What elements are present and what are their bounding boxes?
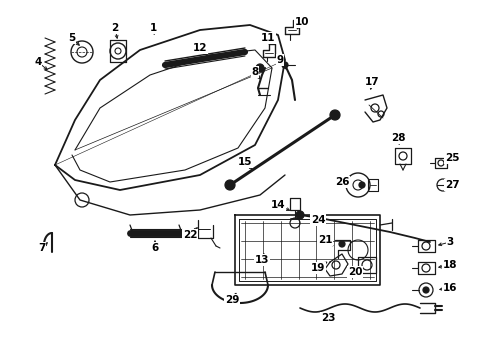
Text: 14: 14 xyxy=(270,200,285,210)
Text: 13: 13 xyxy=(254,255,269,265)
Text: 29: 29 xyxy=(224,295,239,305)
Text: 12: 12 xyxy=(192,43,207,53)
Text: 15: 15 xyxy=(237,157,252,167)
Circle shape xyxy=(329,110,339,120)
Text: 8: 8 xyxy=(251,67,258,77)
Text: 19: 19 xyxy=(310,263,325,273)
Circle shape xyxy=(358,182,364,188)
Circle shape xyxy=(295,211,304,219)
Text: 20: 20 xyxy=(347,267,362,277)
Text: 18: 18 xyxy=(442,260,456,270)
Text: 26: 26 xyxy=(334,177,348,187)
Text: 23: 23 xyxy=(320,313,335,323)
Text: 3: 3 xyxy=(446,237,453,247)
Text: 28: 28 xyxy=(390,133,405,143)
Text: 16: 16 xyxy=(442,283,456,293)
Circle shape xyxy=(338,241,345,247)
Text: 7: 7 xyxy=(38,243,45,253)
Text: 25: 25 xyxy=(444,153,458,163)
Text: 10: 10 xyxy=(294,17,308,27)
Text: 17: 17 xyxy=(364,77,379,87)
Text: 9: 9 xyxy=(276,55,283,65)
Text: 6: 6 xyxy=(151,243,158,253)
Text: 27: 27 xyxy=(444,180,458,190)
Circle shape xyxy=(256,64,264,72)
Text: 1: 1 xyxy=(149,23,156,33)
Text: 22: 22 xyxy=(183,230,197,240)
Text: 11: 11 xyxy=(260,33,275,43)
Circle shape xyxy=(422,287,428,293)
Text: 21: 21 xyxy=(317,235,331,245)
Text: 5: 5 xyxy=(68,33,76,43)
Text: 2: 2 xyxy=(111,23,119,33)
Circle shape xyxy=(224,180,235,190)
Text: 4: 4 xyxy=(34,57,41,67)
Text: 24: 24 xyxy=(310,215,325,225)
Circle shape xyxy=(282,62,287,68)
